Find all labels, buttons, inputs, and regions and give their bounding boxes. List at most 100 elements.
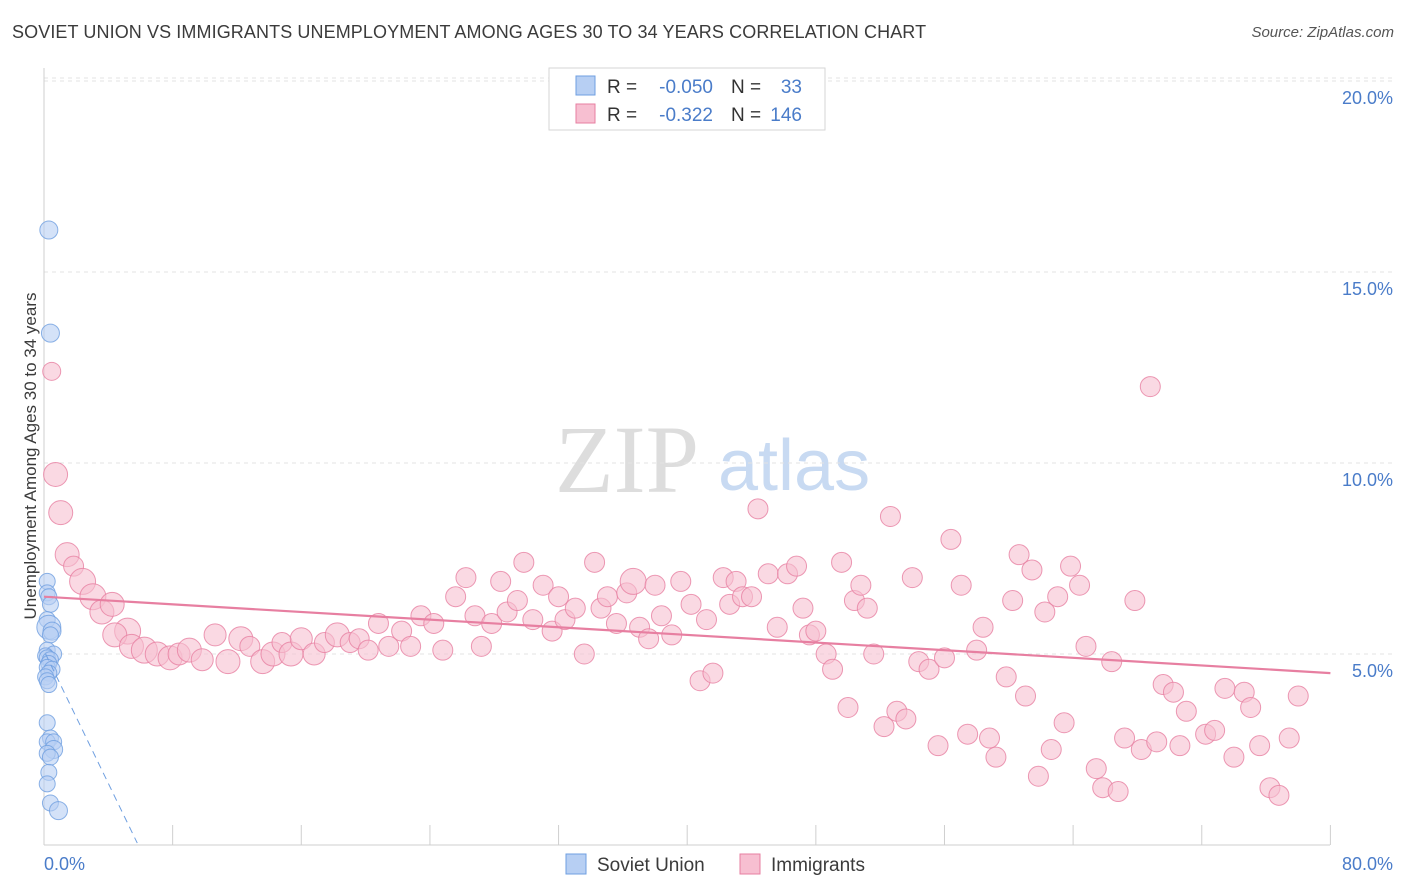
x-tick-label: 80.0% xyxy=(1342,854,1393,874)
immigrants-point xyxy=(1027,765,1049,787)
immigrants-point xyxy=(1047,586,1069,608)
immigrants-point xyxy=(48,500,74,526)
immigrants-point xyxy=(1287,685,1309,707)
immigrants-point xyxy=(1146,731,1168,753)
soviet-union-point xyxy=(39,220,59,240)
immigrants-point xyxy=(1278,727,1300,749)
immigrants-point xyxy=(1139,376,1161,398)
immigrants-point xyxy=(1240,696,1262,718)
immigrants-point xyxy=(901,567,923,589)
trend-lines xyxy=(43,595,1331,844)
y-tick-label: 5.0% xyxy=(1352,661,1393,681)
immigrants-point xyxy=(1040,739,1062,760)
immigrants-point xyxy=(573,643,595,665)
immigrants-point xyxy=(215,649,241,675)
immigrants-point xyxy=(1069,574,1091,596)
immigrants-point xyxy=(432,639,454,661)
watermark-atlas: atlas xyxy=(718,426,870,506)
immigrants-point xyxy=(1053,712,1075,734)
immigrants-point xyxy=(1249,735,1271,757)
immigrants-point xyxy=(940,528,962,550)
immigrants-point xyxy=(400,635,422,657)
immigrants-point xyxy=(850,574,872,596)
watermark-zip: ZIP xyxy=(555,406,699,513)
immigrants-point xyxy=(644,574,666,596)
correlation-legend: R = -0.050 N = 33 R = -0.322 N = 146 xyxy=(548,67,826,131)
immigrants-point xyxy=(1204,719,1226,741)
soviet-union-point xyxy=(38,775,56,793)
immigrants-point xyxy=(822,658,844,680)
immigrants-point xyxy=(1002,590,1024,612)
immigrants-point xyxy=(1162,681,1184,703)
soviet-union-point xyxy=(40,676,58,694)
soviet-union-point xyxy=(48,801,68,821)
y-tick-label: 20.0% xyxy=(1342,88,1393,108)
immigrants-point xyxy=(1034,601,1056,623)
immigrants-point xyxy=(42,361,62,381)
immigrants-point xyxy=(747,498,769,520)
y-tick-label: 10.0% xyxy=(1342,470,1393,490)
legend-n-value-soviet: 33 xyxy=(781,77,802,98)
data-points xyxy=(36,220,1309,821)
immigrants-point xyxy=(805,620,827,642)
y-axis-title: Unemployment Among Ages 30 to 34 years xyxy=(21,293,40,620)
legend-r-label-immigrants: R = xyxy=(607,105,637,126)
immigrants-point xyxy=(43,461,69,487)
immigrants-point xyxy=(863,643,885,665)
immigrants-point xyxy=(680,593,702,615)
legend-r-label-soviet: R = xyxy=(607,77,637,98)
immigrants-point xyxy=(879,505,901,527)
immigrants-point xyxy=(367,612,389,634)
legend-swatch-immigrants xyxy=(575,103,596,124)
immigrants-point xyxy=(766,616,788,638)
immigrants-point xyxy=(792,597,814,619)
immigrants-point xyxy=(895,708,917,730)
immigrants-point xyxy=(831,551,853,573)
immigrants-point xyxy=(950,574,972,596)
immigrants-point xyxy=(757,563,779,585)
immigrants-point xyxy=(933,647,955,669)
immigrants-trend-line xyxy=(43,595,1331,675)
immigrants-point xyxy=(957,723,979,745)
immigrants-point xyxy=(1114,727,1136,749)
legend-swatch-soviet-union xyxy=(575,75,596,96)
chart-title: SOVIET UNION VS IMMIGRANTS UNEMPLOYMENT … xyxy=(12,22,927,42)
immigrants-point xyxy=(786,555,808,577)
immigrants-point xyxy=(203,623,227,647)
legend-n-value-immigrants: 146 xyxy=(770,105,802,126)
immigrants-point xyxy=(357,639,379,661)
soviet-union-point xyxy=(41,626,59,644)
immigrants-point xyxy=(1124,590,1146,612)
immigrants-point xyxy=(423,612,445,634)
immigrants-point xyxy=(1175,700,1197,722)
immigrants-point xyxy=(1075,635,1097,657)
immigrants-point xyxy=(470,635,492,657)
immigrants-point xyxy=(873,716,895,738)
soviet-union-point xyxy=(38,714,56,732)
immigrants-point xyxy=(99,591,125,617)
immigrants-point xyxy=(837,696,859,718)
immigrants-point xyxy=(564,597,586,619)
immigrants-point xyxy=(1223,746,1245,768)
immigrants-point xyxy=(584,551,606,573)
immigrants-point xyxy=(1214,677,1236,699)
immigrants-point xyxy=(1101,651,1123,673)
immigrants-point xyxy=(702,662,724,684)
series-legend: Soviet Union Immigrants xyxy=(565,853,865,876)
immigrants-point xyxy=(927,735,949,757)
immigrants-point xyxy=(650,605,672,627)
series-legend-swatch-soviet-union xyxy=(565,853,587,875)
series-legend-swatch-immigrants xyxy=(739,853,761,875)
immigrants-point xyxy=(1085,758,1107,780)
immigrants-point xyxy=(918,658,940,680)
immigrants-point xyxy=(1008,544,1030,566)
immigrants-point xyxy=(1268,784,1290,806)
legend-n-label-immigrants: N = xyxy=(731,105,761,126)
legend-r-value-soviet: -0.050 xyxy=(659,77,713,98)
immigrants-point xyxy=(1021,559,1043,581)
soviet-union-point xyxy=(41,595,59,613)
immigrants-point xyxy=(972,616,994,638)
immigrants-point xyxy=(670,570,692,592)
source-credit: Source: ZipAtlas.com xyxy=(1251,24,1394,41)
immigrants-point xyxy=(548,586,570,608)
